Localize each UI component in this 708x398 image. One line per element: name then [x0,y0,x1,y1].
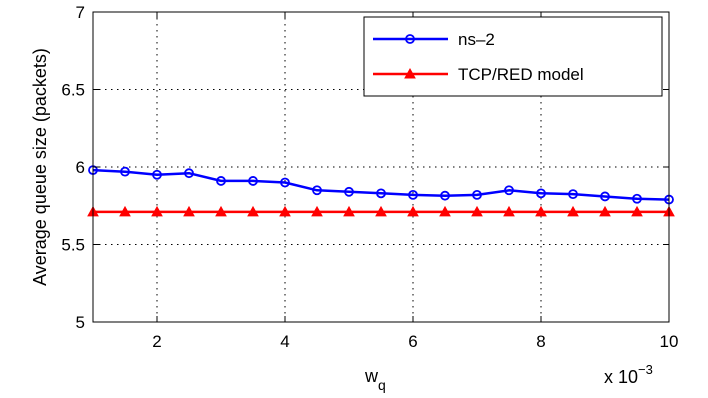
data-point-tcp-red [343,205,355,217]
data-point-ns2 [472,189,482,200]
data-point-ns2 [600,191,610,202]
legend: ns–2 TCP/RED model [363,16,663,97]
y-tick-label: 6.5 [61,81,85,100]
x-tick-label: 8 [536,332,545,351]
data-point-ns2 [120,166,130,177]
grid [93,12,669,322]
x-axis-label: wq [364,366,386,393]
legend-label-ns2: ns–2 [458,30,495,49]
x-tick-label: 4 [280,332,289,351]
data-point-ns2 [280,177,290,188]
x-axis-multiplier: x 10−3 [604,362,653,387]
data-point-tcp-red [119,205,131,217]
y-axis-label: Average queue size (packets) [30,48,50,286]
data-point-tcp-red [407,205,419,217]
data-point-ns2 [376,188,386,199]
data-point-ns2 [344,186,354,197]
y-tick-label: 7 [76,3,85,22]
data-point-tcp-red [311,205,323,217]
data-point-ns2 [536,188,546,199]
data-point-ns2 [632,193,642,204]
data-point-ns2 [184,168,194,179]
y-tick-label: 6 [76,158,85,177]
data-point-tcp-red [375,205,387,217]
x-tick-label: 6 [408,332,417,351]
data-point-ns2 [216,176,226,186]
data-point-ns2 [248,176,258,186]
data-point-tcp-red [151,205,163,217]
x-tick-label: 10 [660,332,679,351]
x-axis-multiplier-exponent: −3 [638,362,653,377]
data-point-tcp-red [535,205,547,217]
legend-entry-tcp-red: TCP/RED model [373,65,584,84]
legend-marker-tcp-red [404,67,416,79]
data-point-tcp-red [599,205,611,217]
data-point-ns2 [568,189,578,200]
data-point-tcp-red [215,205,227,217]
data-point-tcp-red [183,205,195,217]
series-layer [87,165,675,217]
y-tick-label: 5.5 [61,236,85,255]
data-point-tcp-red [567,205,579,217]
series-line-ns2 [92,168,670,201]
y-tick-label: 5 [76,313,85,332]
legend-marker-ns2 [405,34,415,44]
legend-label-tcp-red: TCP/RED model [458,65,584,84]
data-point-ns2 [440,190,450,201]
legend-box [363,16,663,97]
data-point-tcp-red [247,205,259,217]
ticks: 2 4 6 8 10 5 5.5 6 6.5 7 [61,3,678,351]
data-point-ns2 [152,169,162,180]
x-axis-multiplier-base: x 10 [604,367,638,387]
data-point-tcp-red [471,205,483,217]
legend-entry-ns2: ns–2 [373,30,495,49]
data-point-ns2 [504,185,514,196]
x-axis-label-subscript: q [378,377,386,393]
data-point-tcp-red [279,205,291,217]
x-tick-label: 2 [152,332,161,351]
data-point-tcp-red [439,205,451,217]
data-point-ns2 [408,189,418,200]
data-point-ns2 [312,185,322,196]
data-point-tcp-red [503,205,515,217]
x-axis-label-main: w [364,366,379,386]
data-point-tcp-red [631,205,643,217]
